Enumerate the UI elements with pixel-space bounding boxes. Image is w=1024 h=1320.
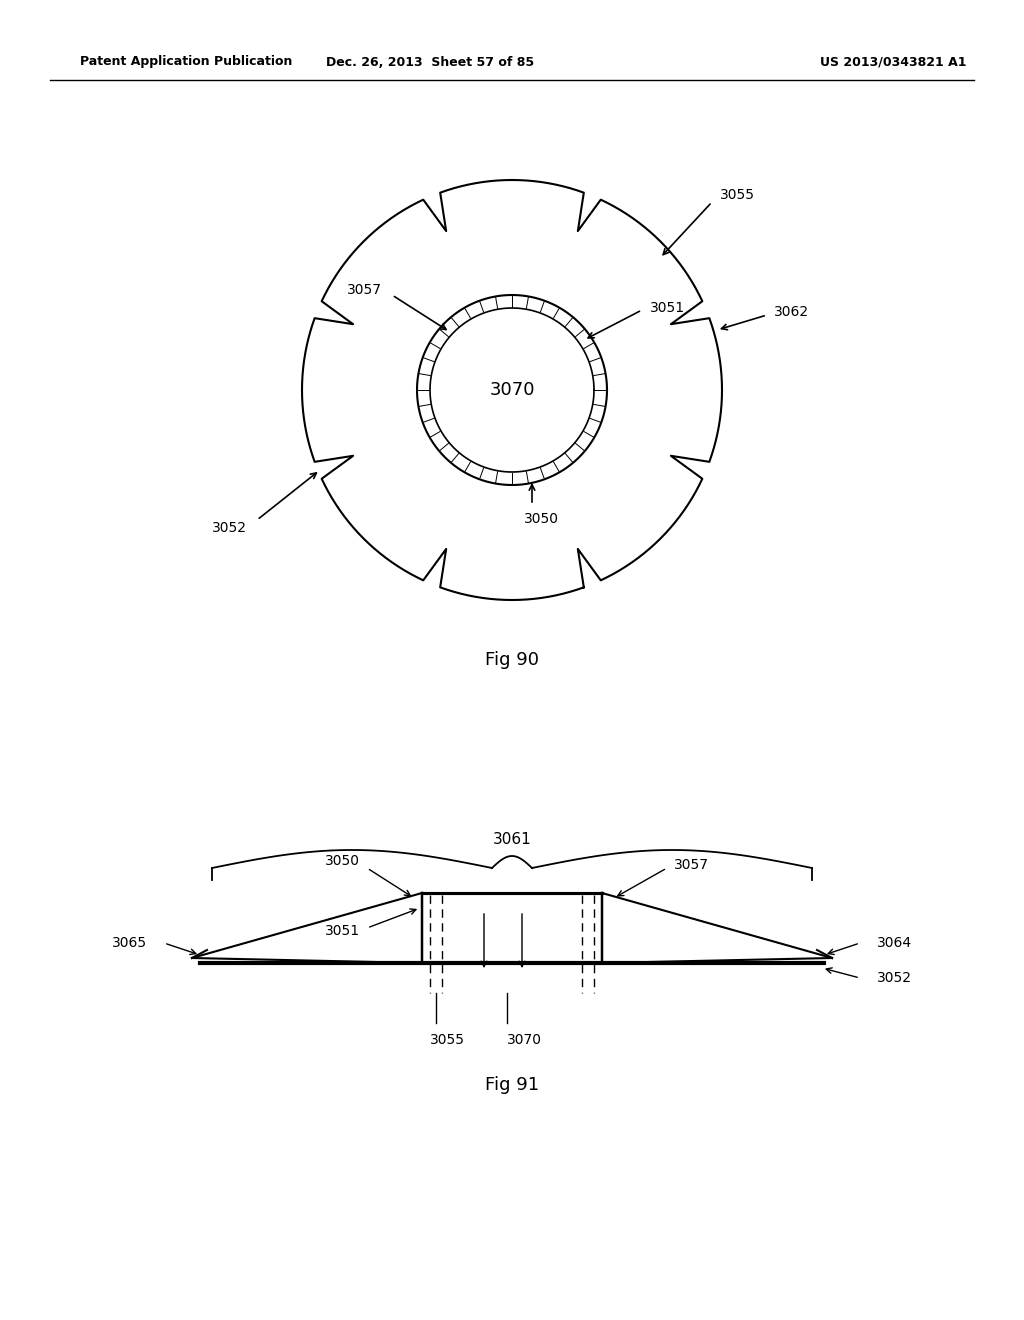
- Text: US 2013/0343821 A1: US 2013/0343821 A1: [820, 55, 967, 69]
- Text: 3062: 3062: [774, 305, 809, 319]
- Text: 3050: 3050: [325, 854, 360, 869]
- Text: 3051: 3051: [650, 301, 685, 315]
- Text: 3070: 3070: [507, 1034, 542, 1047]
- Text: 3055: 3055: [720, 187, 755, 202]
- Text: 3070: 3070: [489, 381, 535, 399]
- Text: 3061: 3061: [493, 833, 531, 847]
- Text: Patent Application Publication: Patent Application Publication: [80, 55, 293, 69]
- Text: 3064: 3064: [877, 936, 912, 950]
- Text: 3050: 3050: [524, 512, 559, 525]
- Text: Fig 91: Fig 91: [485, 1076, 539, 1094]
- Text: Fig 90: Fig 90: [485, 651, 539, 669]
- Text: 3052: 3052: [877, 972, 912, 985]
- Text: 3065: 3065: [112, 936, 147, 950]
- Text: 3055: 3055: [430, 1034, 465, 1047]
- Text: Dec. 26, 2013  Sheet 57 of 85: Dec. 26, 2013 Sheet 57 of 85: [326, 55, 535, 69]
- Text: 3051: 3051: [325, 924, 360, 939]
- Text: 3057: 3057: [347, 282, 382, 297]
- Text: 3052: 3052: [212, 521, 247, 535]
- Text: 3057: 3057: [674, 858, 709, 873]
